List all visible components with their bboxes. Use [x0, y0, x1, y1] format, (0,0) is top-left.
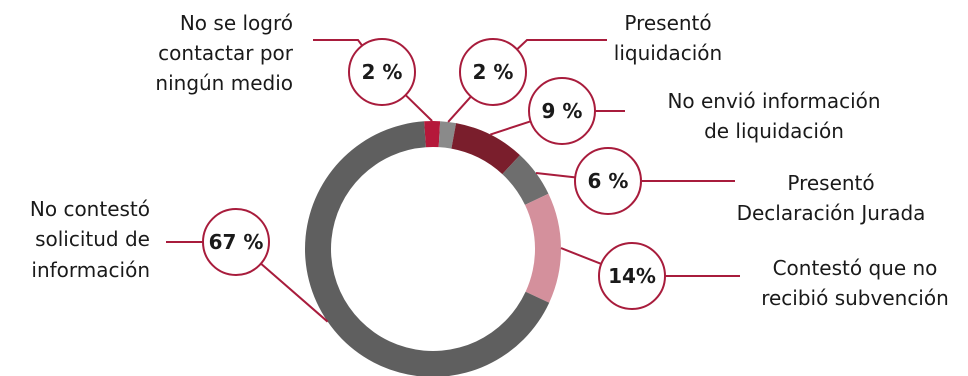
category-label-2-line-1: de liquidación — [704, 119, 844, 143]
category-label-0-line-2: ningún medio — [155, 71, 293, 95]
percent-badge-1 — [459, 38, 527, 106]
percent-badge-5 — [202, 208, 270, 276]
percent-badge-4 — [598, 242, 666, 310]
leader-line-1 — [447, 95, 472, 123]
percent-label-2: 9 % — [542, 99, 583, 123]
slice-1 — [438, 121, 457, 149]
slice-4 — [524, 193, 561, 303]
slice-2 — [451, 123, 520, 175]
percent-badges: 2 % 2 % 9 % 6 % 14% 67 % — [202, 38, 666, 310]
label-line-1 — [516, 39, 607, 51]
leader-line-5 — [260, 262, 329, 323]
percent-label-0: 2 % — [362, 60, 403, 84]
category-label-2-line-0: No envió información — [667, 89, 880, 113]
category-label-5-line-0: No contestó — [30, 197, 150, 221]
category-label-0-line-1: contactar por — [158, 41, 294, 65]
category-label-5-line-1: solicitud de — [35, 227, 150, 251]
leader-line-4 — [560, 247, 602, 265]
leader-line-2 — [490, 120, 531, 136]
percent-badge-0 — [348, 38, 416, 106]
label-line-0 — [313, 39, 364, 47]
percent-label-3: 6 % — [588, 169, 629, 193]
percent-badge-2 — [528, 77, 596, 145]
slice-0 — [424, 121, 441, 148]
donut-slices — [305, 121, 561, 376]
category-label-4-line-0: Contestó que no — [773, 256, 938, 280]
leader-line-3 — [535, 172, 576, 179]
category-label-4-line-1: recibió subvención — [761, 286, 949, 310]
percent-label-5: 67 % — [209, 230, 264, 254]
category-label-5-line-2: información — [31, 258, 150, 282]
leader-line-0 — [404, 94, 433, 122]
percent-label-4: 14% — [608, 264, 656, 288]
category-label-3-line-0: Presentó — [787, 171, 874, 195]
category-label-1-line-0: Presentó — [624, 11, 711, 35]
percent-badge-3 — [574, 147, 642, 215]
leader-lines — [166, 39, 740, 323]
category-labels: No se logró contactar por ningún medio Pres… — [30, 11, 949, 310]
percent-label-1: 2 % — [473, 60, 514, 84]
category-label-1-line-1: liquidación — [614, 41, 722, 65]
category-label-3-line-1: Declaración Jurada — [737, 201, 926, 225]
slice-3 — [502, 155, 549, 205]
category-label-0-line-0: No se logró — [180, 11, 293, 35]
